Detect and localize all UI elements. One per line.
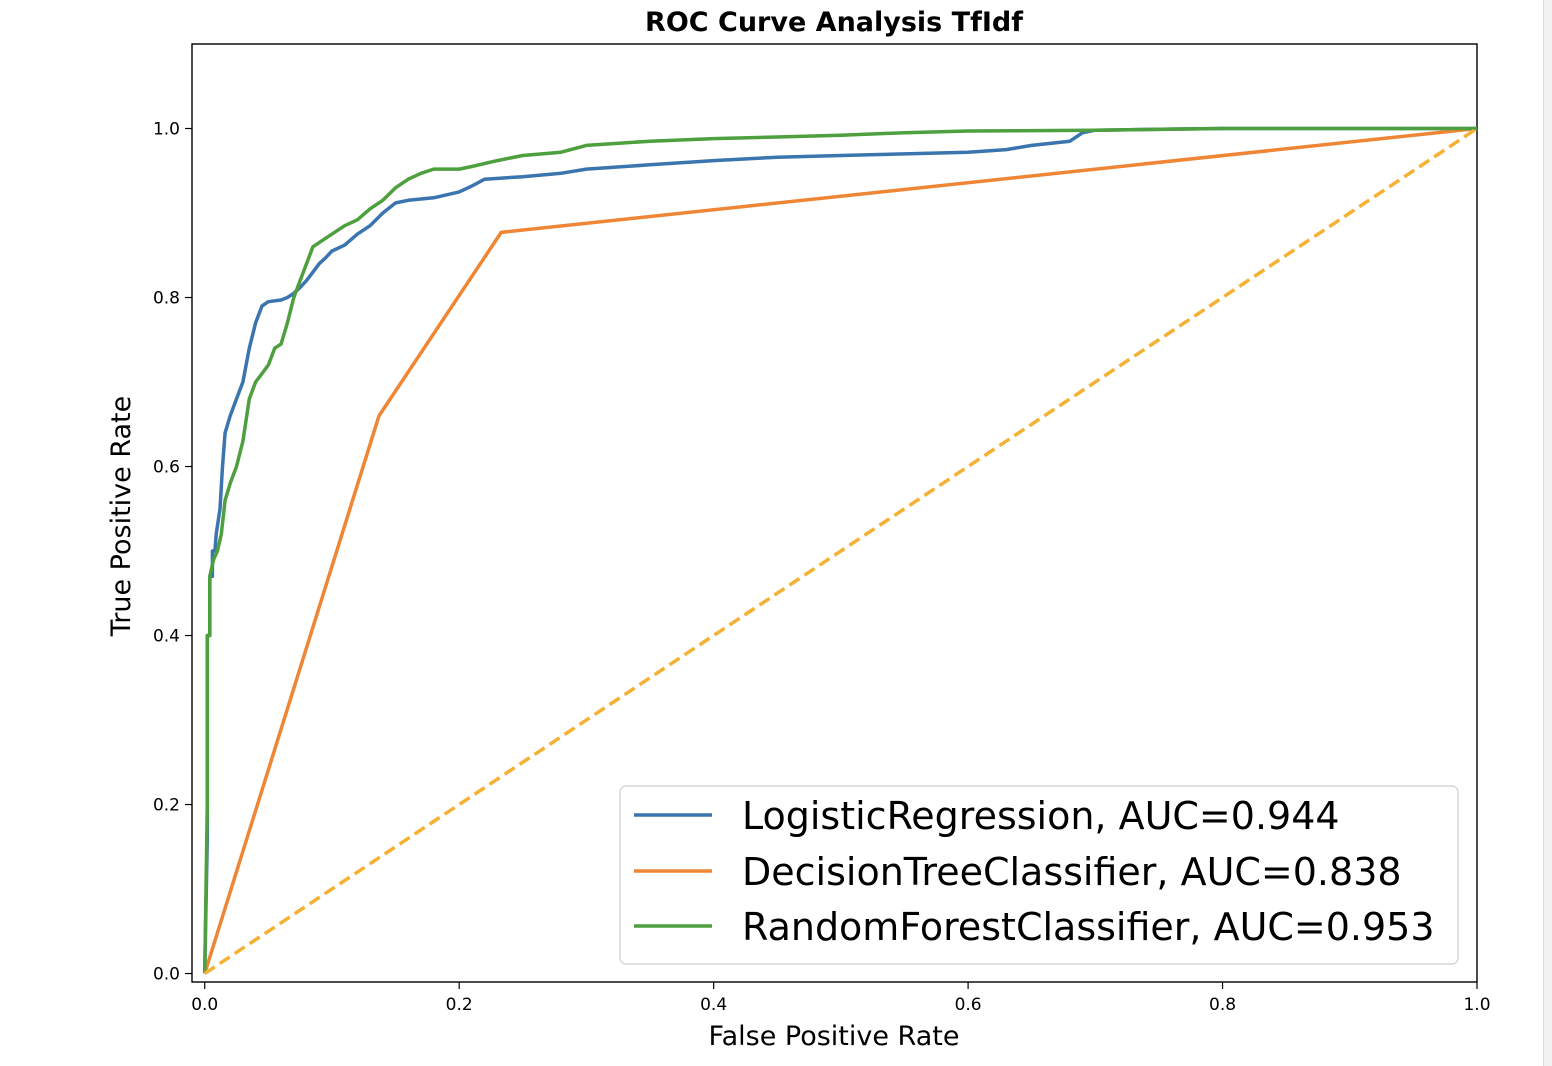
legend-box	[619, 785, 1459, 965]
legend-label-decision-tree: DecisionTreeClassifier, AUC=0.838	[742, 850, 1402, 894]
series-line-decision-tree	[203, 126, 1478, 975]
y-tick-label: 0.2	[153, 796, 180, 816]
legend: LogisticRegression, AUC=0.944 DecisionTr…	[619, 785, 1459, 965]
x-tick-label: 1.0	[1463, 995, 1490, 1015]
legend-entry-random-forest: RandomForestClassifier, AUC=0.953	[634, 905, 1435, 949]
y-tick-label: 1.0	[153, 120, 180, 140]
legend-entry-logistic-regression: LogisticRegression, AUC=0.944	[634, 794, 1340, 838]
legend-entry-decision-tree: DecisionTreeClassifier, AUC=0.838	[634, 850, 1402, 894]
y-tick-label: 0.8	[153, 289, 180, 309]
x-tick-label: 0.6	[955, 995, 982, 1015]
chart-title: ROC Curve Analysis TfIdf	[645, 7, 1023, 38]
y-tick-label: 0.0	[153, 965, 180, 985]
y-axis-ticks: 0.0 0.2 0.4 0.6 0.8 1.0	[153, 120, 192, 985]
y-axis-label: True Positive Rate	[106, 396, 137, 638]
y-tick-label: 0.4	[153, 627, 180, 647]
x-tick-label: 0.2	[446, 995, 473, 1015]
series-layer	[202, 126, 1478, 975]
series-line-random-forest	[202, 126, 1477, 974]
x-tick-label: 0.8	[1209, 995, 1236, 1015]
window-scrollbar-edge	[1543, 0, 1552, 1066]
x-tick-label: 0.4	[700, 995, 727, 1015]
legend-label-random-forest: RandomForestClassifier, AUC=0.953	[742, 905, 1435, 949]
x-axis-label: False Positive Rate	[709, 1021, 960, 1052]
series-line-chance-diagonal	[203, 127, 1478, 975]
legend-label-logistic-regression: LogisticRegression, AUC=0.944	[742, 794, 1340, 838]
series-line-logistic-regression	[202, 126, 1477, 974]
x-tick-label: 0.0	[191, 995, 218, 1015]
y-tick-label: 0.6	[153, 458, 180, 478]
x-axis-ticks: 0.0 0.2 0.4 0.6 0.8 1.0	[191, 982, 1491, 1015]
